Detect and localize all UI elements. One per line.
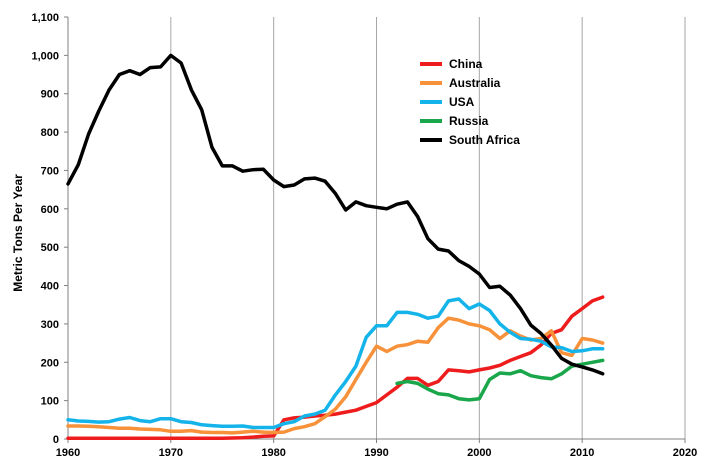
y-tick-label: 300 xyxy=(41,319,59,331)
series-line-russia xyxy=(395,358,605,402)
legend-label: Australia xyxy=(449,76,501,90)
legend: China Australia USA Russia South Africa xyxy=(420,57,520,147)
y-tick-label: 0 xyxy=(53,434,59,446)
series-line-china xyxy=(66,295,605,440)
series-line-usa xyxy=(66,297,605,430)
legend-label: USA xyxy=(449,95,475,109)
y-tick-label: 100 xyxy=(41,396,59,408)
x-tick-label: 2010 xyxy=(570,447,594,459)
y-tick-label: 400 xyxy=(41,281,59,293)
grid-lines xyxy=(170,17,686,439)
legend-label: South Africa xyxy=(449,133,520,147)
legend-label: China xyxy=(449,57,483,71)
legend-label: Russia xyxy=(449,114,489,128)
x-tick-label: 2000 xyxy=(467,447,491,459)
y-tick-label: 900 xyxy=(41,89,59,101)
axes xyxy=(64,16,686,443)
y-tick-labels: 0 100 200 300 400 500 600 700 800 900 1,000 1,100 xyxy=(31,12,59,446)
x-tick-labels: 1960 1970 1980 1990 2000 2010 2020 xyxy=(56,447,697,459)
y-tick-label: 200 xyxy=(41,357,59,369)
x-tick-label: 1990 xyxy=(364,447,388,459)
series-lines xyxy=(66,53,605,440)
y-tick-label: 800 xyxy=(41,127,59,139)
y-tick-label: 1,100 xyxy=(31,12,59,24)
series-line-south-africa xyxy=(66,53,605,376)
y-axis-title: Metric Tons Per Year xyxy=(11,174,25,292)
x-tick-label: 1970 xyxy=(159,447,183,459)
y-tick-label: 500 xyxy=(41,242,59,254)
x-tick-label: 1980 xyxy=(261,447,285,459)
x-tick-label: 1960 xyxy=(56,447,80,459)
y-tick-label: 700 xyxy=(41,165,59,177)
x-tick-label: 2020 xyxy=(673,447,697,459)
y-tick-label: 600 xyxy=(41,204,59,216)
y-tick-label: 1,000 xyxy=(31,50,59,62)
